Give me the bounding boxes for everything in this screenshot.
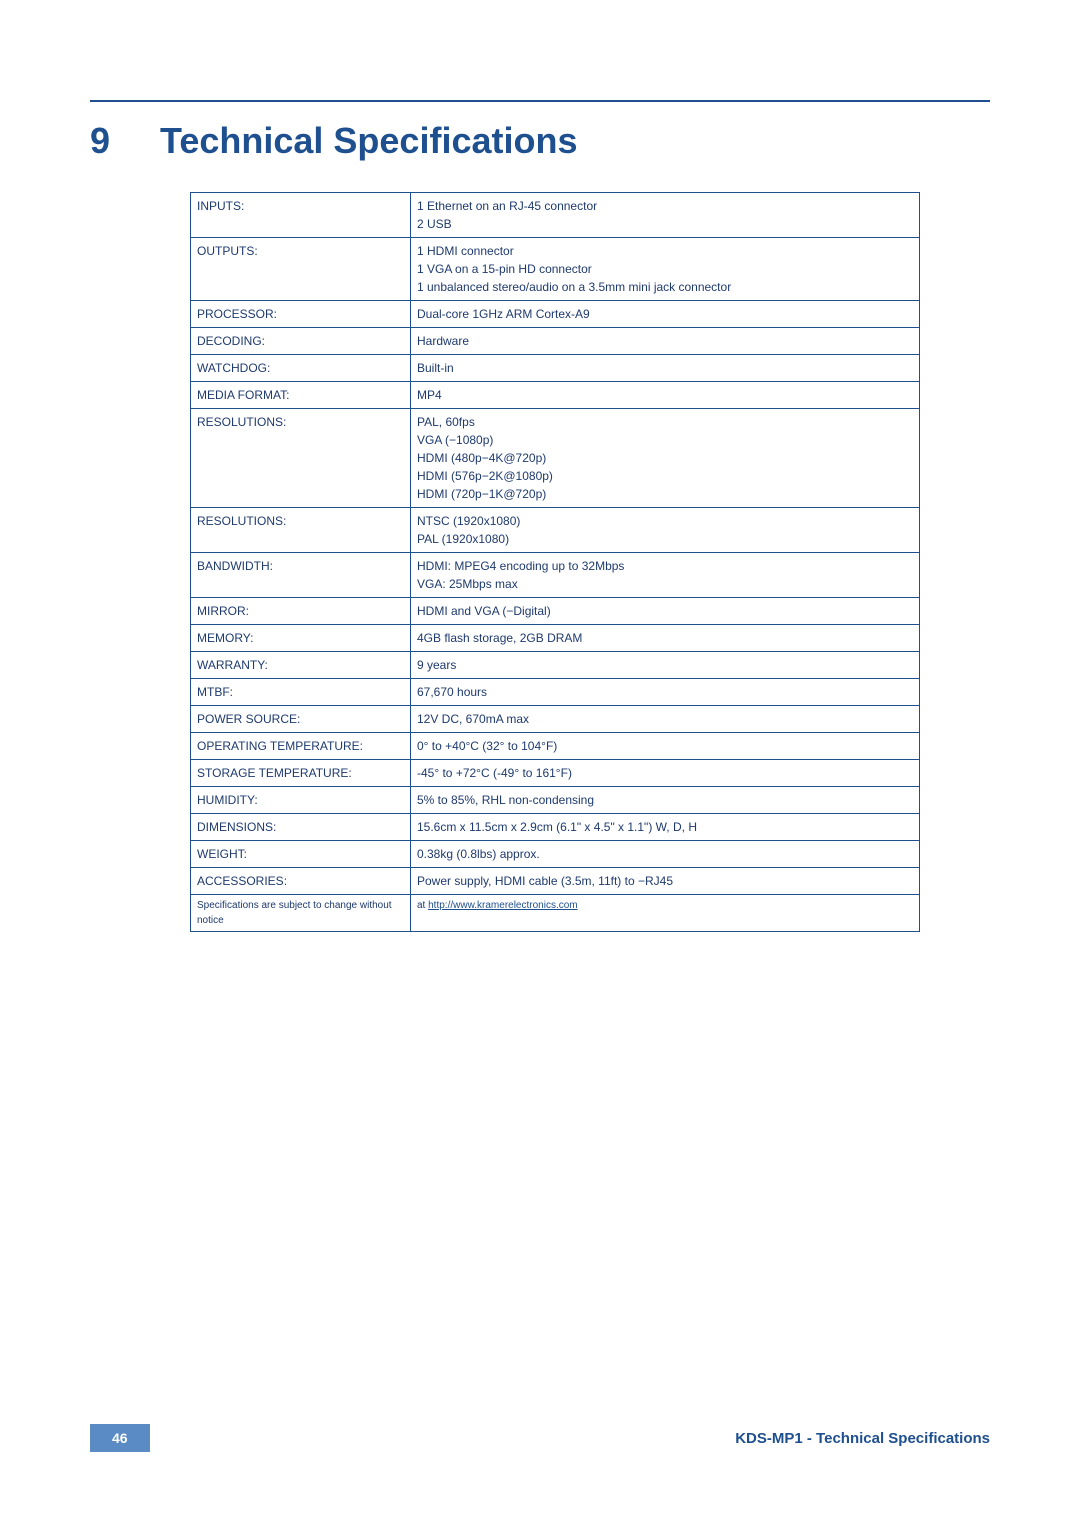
spec-label: MIRROR: xyxy=(191,598,411,625)
spec-value: 67,670 hours xyxy=(411,679,920,706)
table-row: RESOLUTIONS:PAL, 60fpsVGA (−1080p)HDMI (… xyxy=(191,409,920,508)
footer-title: KDS-MP1 - Technical Specifications xyxy=(150,1430,990,1447)
spec-value: PAL, 60fpsVGA (−1080p)HDMI (480p−4K@720p… xyxy=(411,409,920,508)
spec-value: 0° to +40°C (32° to 104°F) xyxy=(411,733,920,760)
spec-value: HDMI: MPEG4 encoding up to 32MbpsVGA: 25… xyxy=(411,553,920,598)
spec-value: 9 years xyxy=(411,652,920,679)
table-row: WEIGHT:0.38kg (0.8lbs) approx. xyxy=(191,841,920,868)
section-number: 9 xyxy=(90,120,150,162)
spec-value: HDMI and VGA (−Digital) xyxy=(411,598,920,625)
table-row: MTBF:67,670 hours xyxy=(191,679,920,706)
table-row: OPERATING TEMPERATURE:0° to +40°C (32° t… xyxy=(191,733,920,760)
spec-value: Power supply, HDMI cable (3.5m, 11ft) to… xyxy=(411,868,920,895)
spec-label: PROCESSOR: xyxy=(191,301,411,328)
table-row: MEDIA FORMAT:MP4 xyxy=(191,382,920,409)
table-row: OUTPUTS:1 HDMI connector1 VGA on a 15-pi… xyxy=(191,238,920,301)
spec-label: INPUTS: xyxy=(191,193,411,238)
spec-label: STORAGE TEMPERATURE: xyxy=(191,760,411,787)
spec-value: MP4 xyxy=(411,382,920,409)
footnote-label: Specifications are subject to change wit… xyxy=(191,895,411,932)
spec-label: WEIGHT: xyxy=(191,841,411,868)
page-footer: 46 KDS-MP1 - Technical Specifications xyxy=(90,1424,990,1452)
spec-label: MEDIA FORMAT: xyxy=(191,382,411,409)
section-title: Technical Specifications xyxy=(160,120,577,161)
table-row: WATCHDOG:Built-in xyxy=(191,355,920,382)
table-row: WARRANTY:9 years xyxy=(191,652,920,679)
spec-value: 4GB flash storage, 2GB DRAM xyxy=(411,625,920,652)
section-heading: 9 Technical Specifications xyxy=(90,120,990,162)
spec-label: HUMIDITY: xyxy=(191,787,411,814)
page-number: 46 xyxy=(90,1424,150,1452)
spec-label: MEMORY: xyxy=(191,625,411,652)
spec-label: POWER SOURCE: xyxy=(191,706,411,733)
table-row: HUMIDITY:5% to 85%, RHL non-condensing xyxy=(191,787,920,814)
spec-label: DIMENSIONS: xyxy=(191,814,411,841)
spec-label: RESOLUTIONS: xyxy=(191,409,411,508)
spec-label: DECODING: xyxy=(191,328,411,355)
spec-value: Built-in xyxy=(411,355,920,382)
table-row: DECODING:Hardware xyxy=(191,328,920,355)
table-row: BANDWIDTH:HDMI: MPEG4 encoding up to 32M… xyxy=(191,553,920,598)
table-row: DIMENSIONS:15.6cm x 11.5cm x 2.9cm (6.1"… xyxy=(191,814,920,841)
spec-value: 0.38kg (0.8lbs) approx. xyxy=(411,841,920,868)
spec-label: MTBF: xyxy=(191,679,411,706)
spec-label: RESOLUTIONS: xyxy=(191,508,411,553)
footnote-link-prefix: at xyxy=(417,900,428,911)
spec-value: Dual-core 1GHz ARM Cortex-A9 xyxy=(411,301,920,328)
spec-value: 1 HDMI connector1 VGA on a 15-pin HD con… xyxy=(411,238,920,301)
spec-value: 1 Ethernet on an RJ-45 connector2 USB xyxy=(411,193,920,238)
table-row: MIRROR:HDMI and VGA (−Digital) xyxy=(191,598,920,625)
spec-label: WARRANTY: xyxy=(191,652,411,679)
table-row: ACCESSORIES:Power supply, HDMI cable (3.… xyxy=(191,868,920,895)
heading-rule xyxy=(90,100,990,102)
spec-label: OPERATING TEMPERATURE: xyxy=(191,733,411,760)
table-row: Specifications are subject to change wit… xyxy=(191,895,920,932)
spec-value: -45° to +72°C (-49° to 161°F) xyxy=(411,760,920,787)
table-row: MEMORY:4GB flash storage, 2GB DRAM xyxy=(191,625,920,652)
spec-table: INPUTS:1 Ethernet on an RJ-45 connector2… xyxy=(190,192,920,932)
spec-value: 12V DC, 670mA max xyxy=(411,706,920,733)
table-row: INPUTS:1 Ethernet on an RJ-45 connector2… xyxy=(191,193,920,238)
footnote-value: at http://www.kramerelectronics.com xyxy=(411,895,920,932)
spec-value: 15.6cm x 11.5cm x 2.9cm (6.1" x 4.5" x 1… xyxy=(411,814,920,841)
spec-label: OUTPUTS: xyxy=(191,238,411,301)
spec-label: ACCESSORIES: xyxy=(191,868,411,895)
spec-label: BANDWIDTH: xyxy=(191,553,411,598)
spec-label: WATCHDOG: xyxy=(191,355,411,382)
table-row: STORAGE TEMPERATURE:-45° to +72°C (-49° … xyxy=(191,760,920,787)
footnote-link[interactable]: http://www.kramerelectronics.com xyxy=(428,900,578,911)
table-row: RESOLUTIONS:NTSC (1920x1080)PAL (1920x10… xyxy=(191,508,920,553)
spec-value: NTSC (1920x1080)PAL (1920x1080) xyxy=(411,508,920,553)
spec-value: Hardware xyxy=(411,328,920,355)
spec-value: 5% to 85%, RHL non-condensing xyxy=(411,787,920,814)
table-row: PROCESSOR:Dual-core 1GHz ARM Cortex-A9 xyxy=(191,301,920,328)
table-row: POWER SOURCE:12V DC, 670mA max xyxy=(191,706,920,733)
